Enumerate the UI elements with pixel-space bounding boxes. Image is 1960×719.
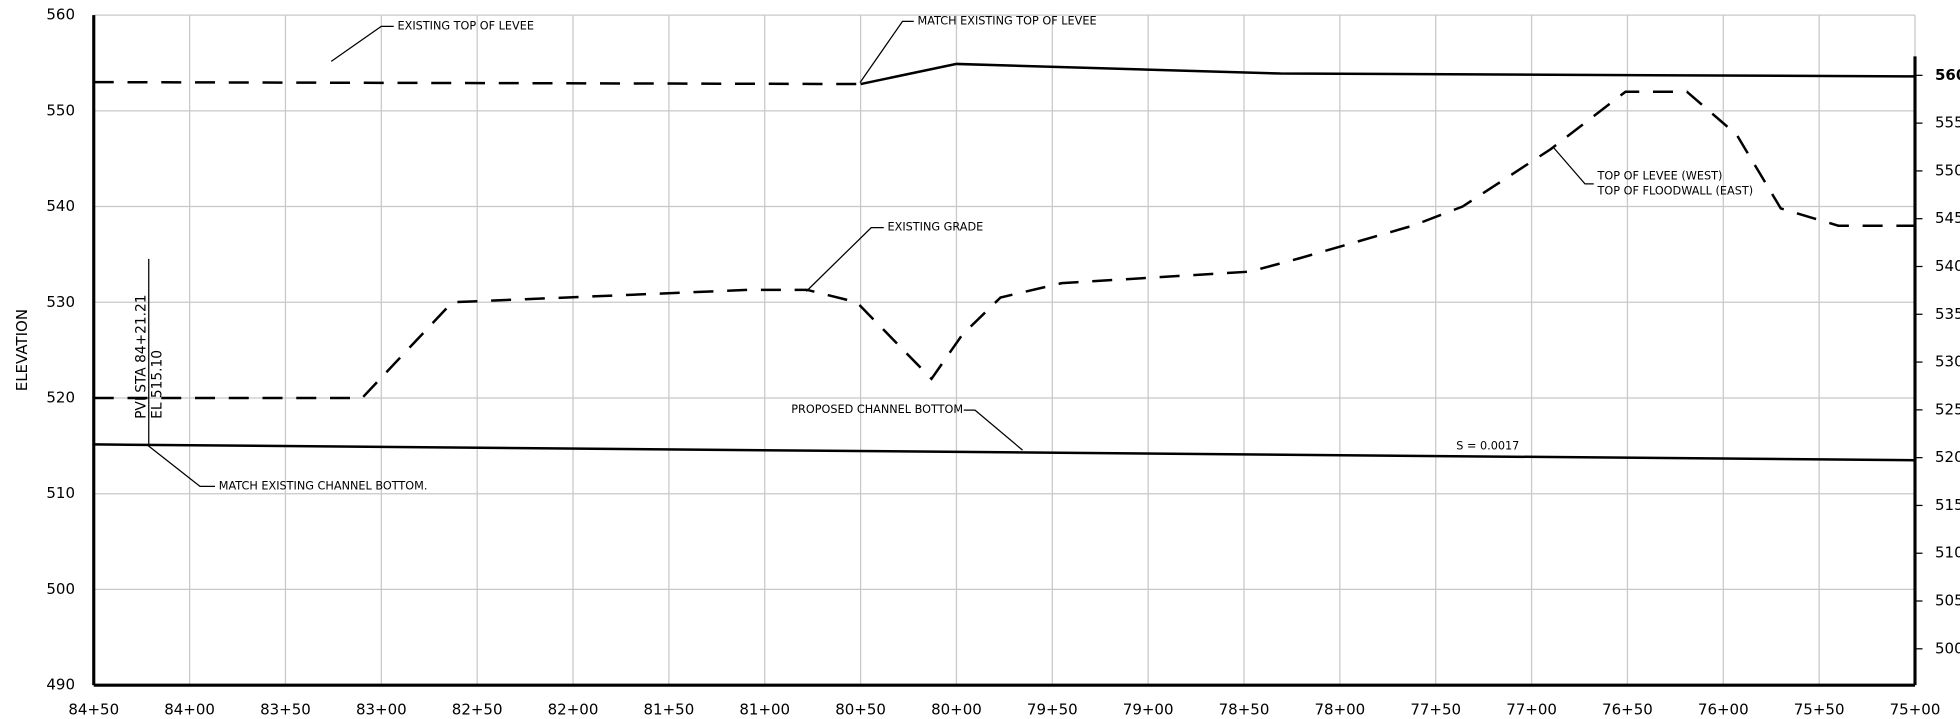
annotation: PROPOSED CHANNEL BOTTOM (791, 403, 963, 416)
x-tick-label: 75+00 (1890, 701, 1941, 719)
profile-line (93, 90, 1915, 400)
y-tick-label: 560 (46, 6, 75, 24)
leader-line (859, 20, 914, 83)
y2-tick-label: 525 (1935, 400, 1960, 418)
x-tick-label: 79+50 (1027, 701, 1078, 719)
leader-line (963, 409, 1023, 451)
x-tick-label: 76+50 (1602, 701, 1653, 719)
y2-tick-label: 550 (1935, 161, 1960, 179)
y2-tick-label: 560 (1935, 66, 1960, 84)
x-tick-label: 80+50 (835, 701, 886, 719)
y2-tick-label: 505 (1935, 592, 1960, 610)
x-tick-label: 82+50 (452, 701, 503, 719)
leader-line (805, 227, 884, 292)
x-tick-label: 81+50 (644, 701, 695, 719)
annotation: EXISTING GRADE (888, 221, 984, 234)
x-tick-label: 80+00 (931, 701, 982, 719)
leader-line (330, 25, 394, 62)
y2-tick-label: 535 (1935, 305, 1960, 323)
y2-tick-label: 530 (1935, 353, 1960, 371)
y-tick-label: 510 (46, 484, 75, 502)
x-tick-label: 79+00 (1123, 701, 1174, 719)
y2-tick-label: 545 (1935, 209, 1960, 227)
y-tick-label: 530 (46, 293, 75, 311)
annotation: EXISTING TOP OF LEVEE (398, 19, 534, 32)
y2-tick-label: 500 (1935, 639, 1960, 657)
y-tick-label: 540 (46, 197, 75, 215)
annotation: PVI STA 84+21.21 (133, 295, 149, 419)
y2-tick-label: 520 (1935, 448, 1960, 466)
y2-tick-label: 555 (1935, 114, 1960, 132)
x-tick-label: 83+50 (260, 701, 311, 719)
annotation: TOP OF LEVEE (WEST) (1597, 169, 1723, 182)
annotation: S = 0.0017 (1456, 439, 1519, 452)
x-tick-label: 83+00 (356, 701, 407, 719)
y2-tick-label: 540 (1935, 257, 1960, 275)
x-tick-label: 76+00 (1698, 701, 1749, 719)
leader-line (147, 444, 215, 487)
x-tick-label: 84+00 (164, 701, 215, 719)
x-tick-label: 82+00 (548, 701, 599, 719)
profile-line (860, 62, 1916, 86)
x-tick-label: 78+00 (1314, 701, 1365, 719)
annotation: MATCH EXISTING TOP OF LEVEE (918, 14, 1097, 27)
x-tick-label: 84+50 (68, 701, 119, 719)
y-tick-label: 550 (46, 101, 75, 119)
annotation: EL 515.10 (150, 350, 166, 419)
annotation: TOP OF FLOODWALL (EAST) (1597, 184, 1754, 197)
profile-line (93, 80, 861, 86)
x-tick-label: 75+50 (1794, 701, 1845, 719)
profile-line (93, 443, 1916, 462)
x-tick-label: 77+00 (1506, 701, 1557, 719)
leader-line (1552, 145, 1594, 185)
y-axis-label: ELEVATION (13, 309, 31, 391)
x-tick-label: 78+50 (1219, 701, 1270, 719)
y-tick-label: 520 (46, 388, 75, 406)
y2-tick-label: 515 (1935, 496, 1960, 514)
x-tick-label: 77+50 (1410, 701, 1461, 719)
y2-tick-label: 510 (1935, 544, 1960, 562)
x-tick-label: 81+00 (739, 701, 790, 719)
y-tick-label: 490 (46, 676, 75, 694)
annotation: MATCH EXISTING CHANNEL BOTTOM. (219, 479, 428, 492)
y-tick-label: 500 (46, 580, 75, 598)
